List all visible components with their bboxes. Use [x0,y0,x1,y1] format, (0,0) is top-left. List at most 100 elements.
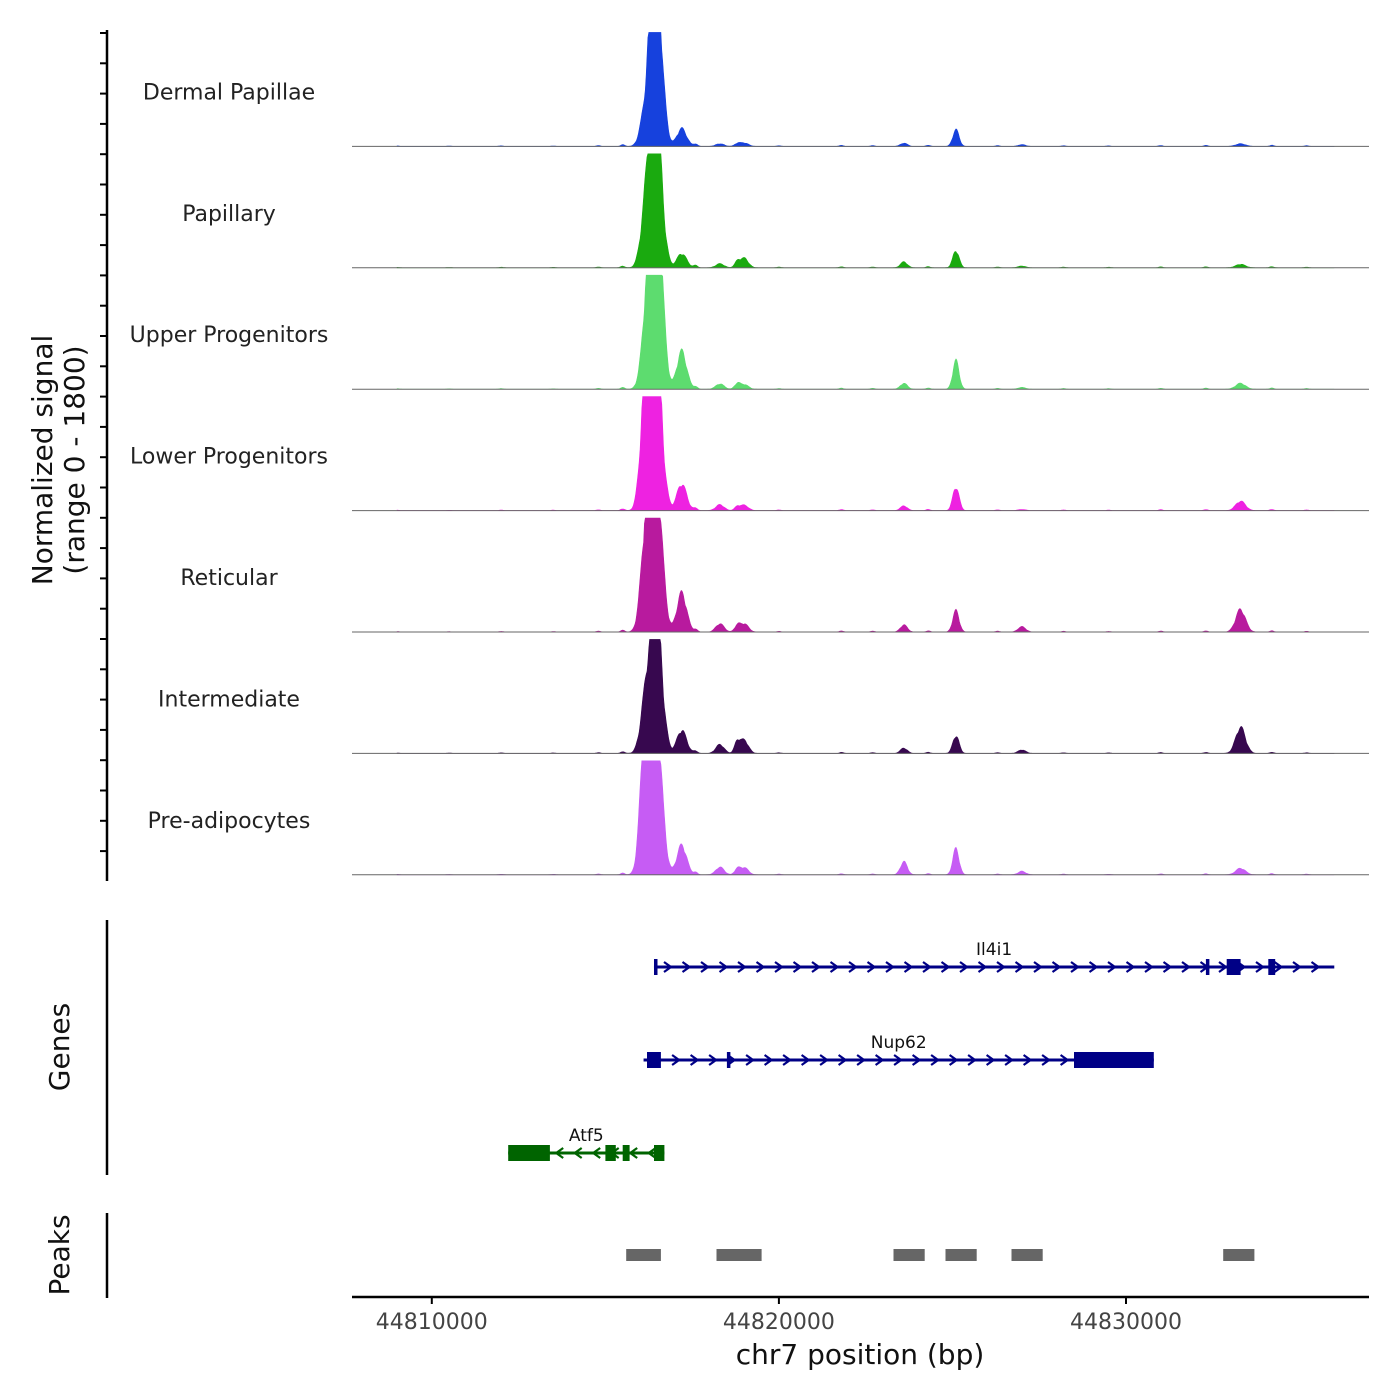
strand-arrow [811,961,821,973]
coverage-signal-area [396,760,1335,876]
strand-arrow [1292,961,1302,973]
peak-region [945,1249,977,1261]
coverage-signal-area [396,396,1335,511]
strand-arrow [1144,961,1154,973]
coverage-signal-area [396,517,1335,633]
strand-arrow [572,1147,583,1159]
coverage-signal-area [396,153,1335,269]
left-axes [100,30,109,1298]
strand-arrow [819,1054,829,1066]
strand-arrow [1162,961,1173,973]
coverage-track-label: Reticular [180,566,278,591]
strand-arrow [985,1054,996,1066]
strand-arrow [1310,961,1321,973]
coverage-track-label: Intermediate [158,687,300,712]
x-axis-tick-label: 44820000 [723,1310,835,1335]
genes-panel: Il4i1 Nup62 Atf5 [508,940,1335,1161]
strand-arrow [829,961,840,973]
strand-arrow [1070,961,1080,973]
gene-exon [622,1145,630,1161]
peaks-panel [626,1249,1255,1261]
strand-arrow [1033,961,1043,973]
strand-arrow [967,1054,977,1066]
coverage-track: Papillary [182,153,1369,269]
strand-arrow [782,1054,792,1066]
coverage-ylabel-line2: (range 0 - 1800) [58,345,91,574]
gene-model: Nup62 [643,1033,1154,1068]
gene-model: Atf5 [508,1126,665,1161]
coverage-ylabel-line1: Normalized signal [26,335,59,586]
strand-arrow [628,1147,638,1159]
strand-arrow [848,961,858,973]
coverage-signal-area [396,32,1335,147]
strand-arrow [646,1147,657,1159]
strand-arrow [866,961,877,973]
strand-arrow [1088,961,1099,973]
strand-arrow [554,1147,564,1159]
gene-exon [508,1145,550,1161]
strand-arrow [1107,961,1117,973]
strand-arrow [1051,961,1062,973]
strand-arrow [681,961,692,973]
strand-arrow [671,1054,681,1066]
coverage-track-label: Dermal Papillae [143,80,315,105]
gene-label: Il4i1 [976,940,1012,960]
gene-exon [654,1145,665,1161]
coverage-track: Intermediate [158,639,1369,754]
x-axis-tick-label: 44830000 [1070,1310,1182,1335]
strand-arrow [800,1054,811,1066]
strand-arrow [1022,1054,1033,1066]
coverage-track-label: Papillary [182,202,276,227]
peak-region [716,1249,762,1261]
coverage-track-label: Lower Progenitors [130,445,328,470]
gene-exon [1205,959,1210,975]
gene-exon [647,1052,661,1068]
coverage-track: Pre-adipocytes [148,760,1369,876]
x-axis: 44810000 44820000 44830000 [352,1295,1369,1335]
strand-arrow [893,1054,903,1066]
strand-arrow [940,961,951,973]
gene-exon [726,1052,731,1068]
strand-arrow [903,961,914,973]
strand-arrow [1255,961,1265,973]
coverage-track: Dermal Papillae [143,32,1369,147]
strand-arrow [837,1054,848,1066]
coverage-track-label: Upper Progenitors [130,323,329,348]
peak-region [1223,1249,1255,1261]
strand-arrow [874,1054,885,1066]
gene-label: Atf5 [569,1126,604,1146]
strand-arrow [1004,1054,1014,1066]
strand-arrow [718,961,729,973]
coverage-track-label: Pre-adipocytes [148,809,311,834]
x-axis-title: chr7 position (bp) [736,1338,985,1371]
strand-arrow [911,1054,922,1066]
coverage-track: Reticular [180,517,1369,633]
coverage-signal-area [396,274,1335,390]
peak-region [626,1249,661,1261]
strand-arrow [763,1054,774,1066]
gene-exon [1074,1052,1154,1068]
strand-arrow [1125,961,1136,973]
peak-region [893,1249,925,1261]
strand-arrow [708,1054,718,1066]
strand-arrow [700,961,710,973]
strand-arrow [1041,1054,1051,1066]
strand-arrow [885,961,895,973]
strand-arrow [745,1054,755,1066]
strand-arrow [1014,961,1025,973]
gene-exon [605,1145,616,1161]
strand-arrow [774,961,784,973]
gene-exon [1226,959,1241,975]
strand-arrow [948,1054,959,1066]
gene-exon [1268,959,1276,975]
genes-ylabel: Genes [43,1003,76,1091]
strand-arrow [977,961,988,973]
gene-exon [654,959,658,975]
strand-arrow [1181,961,1191,973]
peaks-ylabel: Peaks [43,1214,76,1295]
strand-arrow [1218,961,1228,973]
strand-arrow [792,961,803,973]
strand-arrow [737,961,747,973]
gene-model: Il4i1 [653,940,1335,975]
